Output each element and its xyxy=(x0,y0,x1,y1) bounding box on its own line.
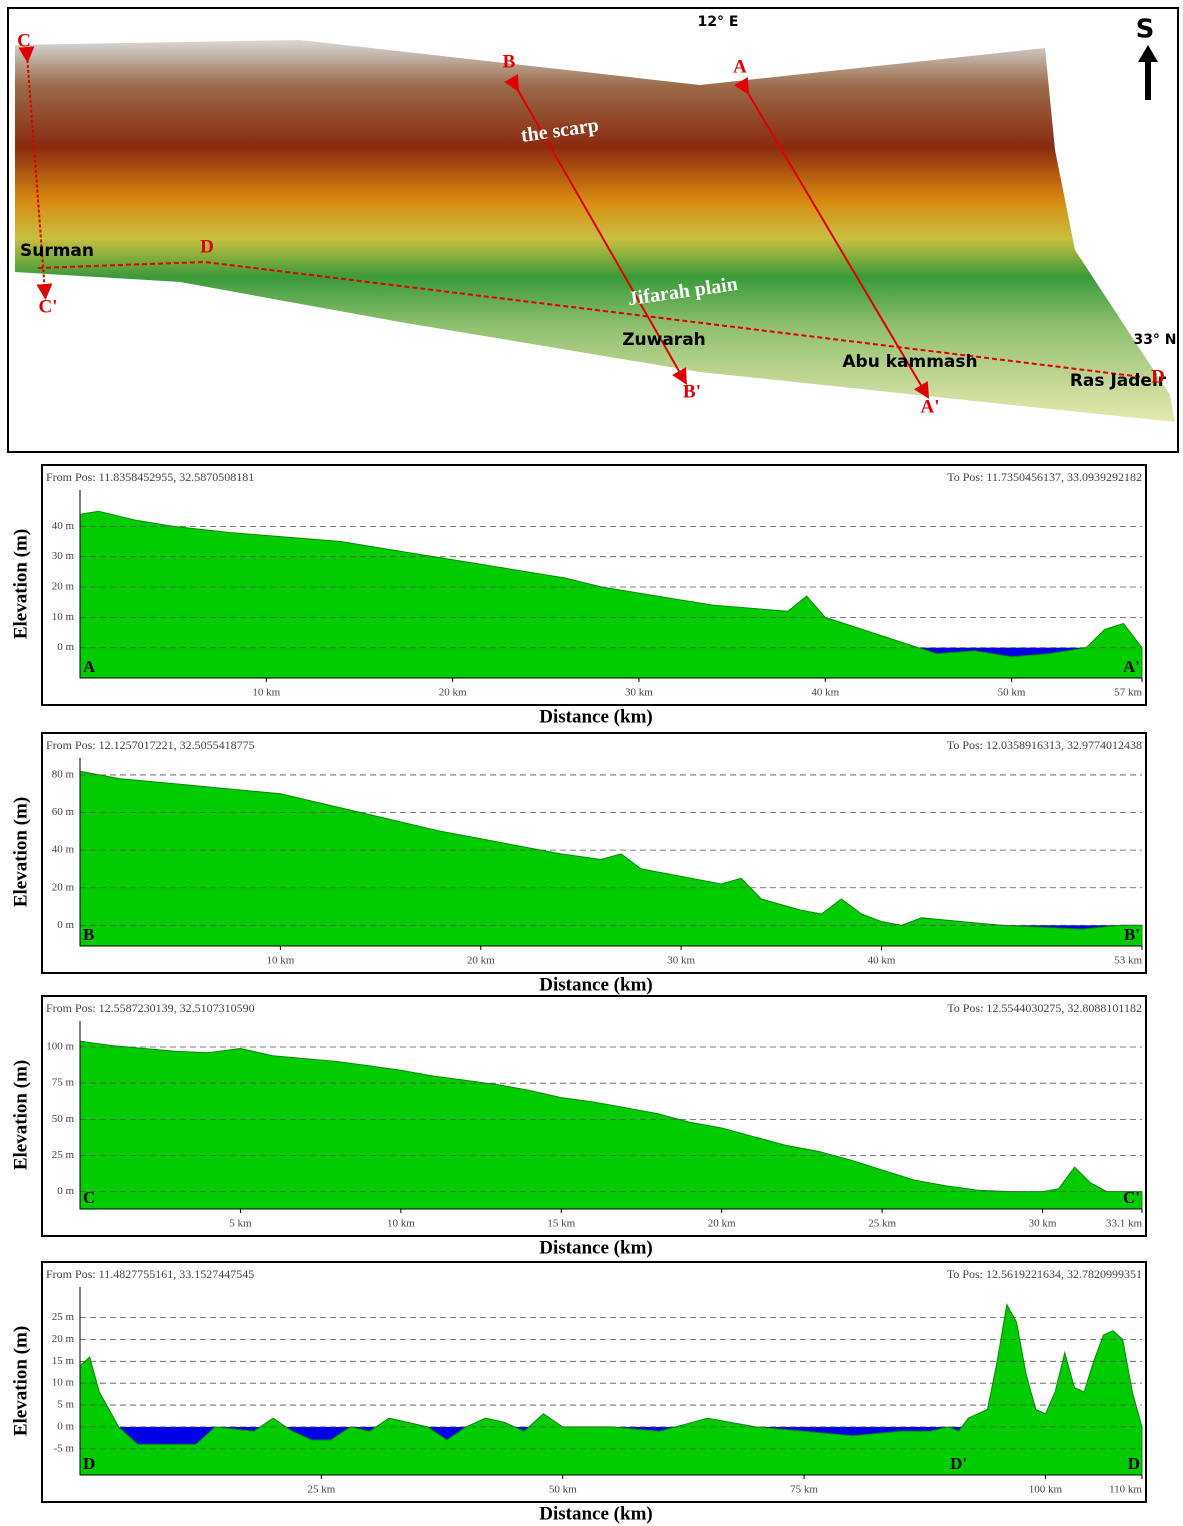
place-label: Surman xyxy=(20,241,94,261)
to-position: To Pos: 12.5619221634, 32.7820999351 xyxy=(947,1267,1142,1281)
x-tick-label: 57 km xyxy=(1114,687,1142,699)
y-tick-label: 60 m xyxy=(52,806,75,818)
from-position: From Pos: 12.5587230139, 32.5107310590 xyxy=(46,1001,255,1015)
y-axis-label: Elevation (m) xyxy=(10,1060,31,1170)
y-tick-label: 0 m xyxy=(57,1185,74,1197)
x-tick-label: 15 km xyxy=(547,1218,575,1230)
x-tick-label: 5 km xyxy=(229,1218,252,1230)
latitude-label: 33° N xyxy=(1133,332,1176,348)
x-tick-label: 20 km xyxy=(708,1218,736,1230)
from-position: From Pos: 11.4827755161, 33.1527447545 xyxy=(46,1267,254,1281)
map: 12° E S 33° N C B A the scarp Surman D C… xyxy=(8,8,1178,452)
y-tick-label: 0 m xyxy=(57,1420,74,1432)
x-tick-label: 75 km xyxy=(790,1484,818,1496)
profile-end: B xyxy=(503,51,516,72)
x-tick-label: 30 km xyxy=(625,687,653,699)
profile-chart: From Pos: 12.1257017221, 32.5055418775 To… xyxy=(10,733,1146,995)
y-tick-label: -5 m xyxy=(54,1442,75,1454)
x-tick-label: 50 km xyxy=(549,1484,577,1496)
y-tick-label: 20 m xyxy=(52,881,75,893)
profile-end: A' xyxy=(921,396,940,417)
marker-label: D' xyxy=(950,1454,967,1473)
profile-end: B' xyxy=(683,381,701,402)
y-tick-label: 15 m xyxy=(52,1355,75,1367)
y-tick-label: 0 m xyxy=(57,641,74,653)
y-tick-label: 20 m xyxy=(52,1333,75,1345)
y-axis-label: Elevation (m) xyxy=(10,1326,31,1436)
profile-chart: From Pos: 11.8358452955, 32.5870508181 To… xyxy=(10,465,1146,727)
x-tick-label: 110 km xyxy=(1109,1484,1142,1496)
x-tick-label: 33.1 km xyxy=(1106,1218,1143,1230)
start-label: C xyxy=(83,1188,95,1207)
y-tick-label: 100 m xyxy=(46,1041,74,1053)
y-tick-label: 10 m xyxy=(52,611,75,623)
y-tick-label: 10 m xyxy=(52,1377,75,1389)
profile-end: D xyxy=(1151,366,1165,387)
start-label: D xyxy=(83,1454,95,1473)
profile-chart: From Pos: 12.5587230139, 32.5107310590 To… xyxy=(10,996,1146,1258)
to-position: To Pos: 12.5544030275, 32.8088101182 xyxy=(947,1001,1142,1015)
x-tick-label: 30 km xyxy=(667,955,695,967)
y-tick-label: 5 m xyxy=(57,1399,74,1411)
y-tick-label: 40 m xyxy=(52,844,75,856)
end-label: C' xyxy=(1123,1188,1140,1207)
longitude-label: 12° E xyxy=(698,14,739,30)
profile-end: D xyxy=(200,236,214,257)
from-position: From Pos: 12.1257017221, 32.5055418775 xyxy=(46,738,255,752)
to-position: To Pos: 11.7350456137, 33.0939292182 xyxy=(947,470,1142,484)
end-label: A' xyxy=(1123,657,1140,676)
y-tick-label: 30 m xyxy=(52,550,75,562)
x-tick-label: 10 km xyxy=(252,687,280,699)
x-tick-label: 10 km xyxy=(266,955,294,967)
end-label: D xyxy=(1128,1454,1140,1473)
to-position: To Pos: 12.0358916313, 32.9774012438 xyxy=(947,738,1142,752)
y-tick-label: 80 m xyxy=(52,768,75,780)
profile-end: A xyxy=(733,56,747,77)
x-tick-label: 40 km xyxy=(811,687,839,699)
x-tick-label: 40 km xyxy=(868,955,896,967)
x-tick-label: 20 km xyxy=(467,955,495,967)
end-label: B' xyxy=(1124,925,1140,944)
x-axis-label: Distance (km) xyxy=(539,1503,652,1524)
x-tick-label: 30 km xyxy=(1029,1218,1057,1230)
place-label: Zuwarah xyxy=(622,330,706,350)
profile-chart: From Pos: 11.4827755161, 33.1527447545 To… xyxy=(10,1262,1146,1524)
x-axis-label: Distance (km) xyxy=(539,1237,652,1258)
place-label: Abu kammash xyxy=(842,352,977,372)
x-axis-label: Distance (km) xyxy=(539,706,652,727)
x-tick-label: 25 km xyxy=(307,1484,335,1496)
x-tick-label: 20 km xyxy=(439,687,467,699)
x-axis-label: Distance (km) xyxy=(539,974,652,995)
north-label: S xyxy=(1136,15,1155,45)
y-tick-label: 25 m xyxy=(52,1149,75,1161)
x-tick-label: 10 km xyxy=(387,1218,415,1230)
start-label: B xyxy=(83,925,94,944)
x-tick-label: 100 km xyxy=(1029,1484,1063,1496)
from-position: From Pos: 11.8358452955, 32.5870508181 xyxy=(46,470,254,484)
x-tick-label: 50 km xyxy=(998,687,1026,699)
profile-end: C' xyxy=(39,296,58,317)
y-axis-label: Elevation (m) xyxy=(10,797,31,907)
y-tick-label: 0 m xyxy=(57,919,74,931)
start-label: A xyxy=(83,657,96,676)
x-tick-label: 25 km xyxy=(868,1218,896,1230)
x-tick-label: 53 km xyxy=(1114,955,1142,967)
y-tick-label: 40 m xyxy=(52,520,75,532)
y-axis-label: Elevation (m) xyxy=(10,529,31,639)
y-tick-label: 75 m xyxy=(52,1077,75,1089)
y-tick-label: 50 m xyxy=(52,1113,75,1125)
y-tick-label: 20 m xyxy=(52,581,75,593)
profile-end: C xyxy=(17,30,31,51)
figure: 12° E S 33° N C B A the scarp Surman D C… xyxy=(0,0,1183,1526)
y-tick-label: 25 m xyxy=(52,1311,75,1323)
